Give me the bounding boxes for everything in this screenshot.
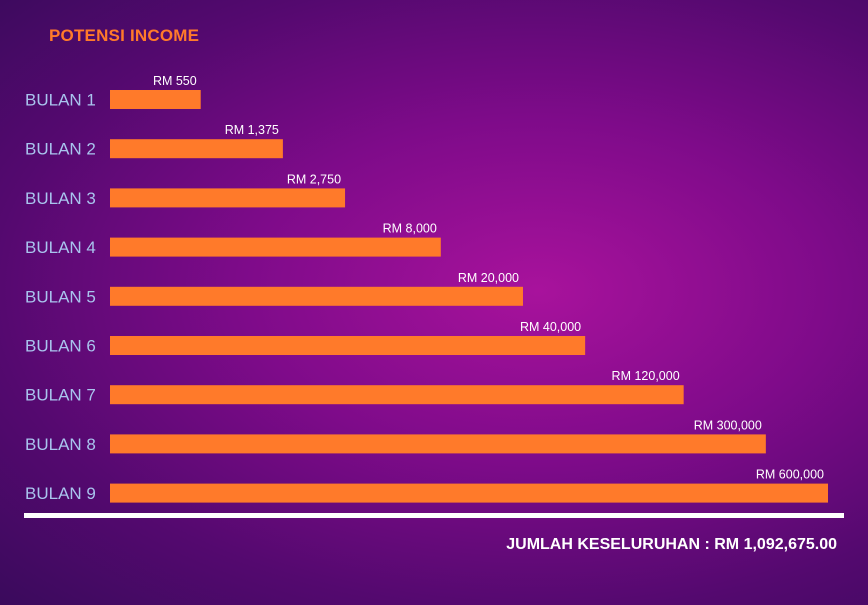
total-income-label: JUMLAH KESELURUHAN : RM 1,092,675.00 <box>506 536 837 553</box>
category-label-5: BULAN 5 <box>25 287 96 306</box>
value-label-2: RM 1,375 <box>225 123 279 137</box>
category-label-2: BULAN 2 <box>25 140 96 159</box>
value-label-8: RM 300,000 <box>694 418 762 432</box>
bar-9 <box>110 483 828 503</box>
bar-2 <box>110 139 283 159</box>
bar-8 <box>110 434 766 454</box>
category-label-4: BULAN 4 <box>25 238 96 257</box>
bar-5 <box>110 286 523 306</box>
value-label-6: RM 40,000 <box>520 320 581 334</box>
value-label-4: RM 8,000 <box>383 222 437 236</box>
bar-7 <box>110 385 684 405</box>
value-label-9: RM 600,000 <box>756 468 824 482</box>
category-label-8: BULAN 8 <box>25 435 96 454</box>
baseline-divider <box>24 513 844 518</box>
category-label-6: BULAN 6 <box>25 337 96 356</box>
value-label-3: RM 2,750 <box>287 172 341 186</box>
bar-6 <box>110 336 586 355</box>
category-label-1: BULAN 1 <box>25 91 96 110</box>
chart-title: POTENSI INCOME <box>49 26 200 45</box>
bar-1 <box>110 90 201 109</box>
category-label-9: BULAN 9 <box>25 484 96 503</box>
bar-4 <box>110 237 441 257</box>
bar-3 <box>110 188 346 208</box>
category-label-7: BULAN 7 <box>25 386 96 405</box>
value-label-5: RM 20,000 <box>458 271 519 285</box>
value-label-7: RM 120,000 <box>612 369 680 383</box>
value-label-1: RM 550 <box>153 74 197 88</box>
category-label-3: BULAN 3 <box>25 189 96 208</box>
